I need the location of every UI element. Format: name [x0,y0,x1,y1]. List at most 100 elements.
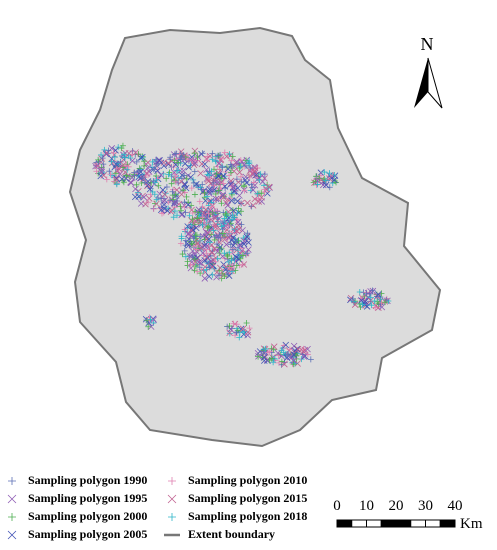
sampling-marker [331,172,338,179]
legend-symbol [168,513,176,521]
sampling-marker [187,173,195,181]
sampling-marker [322,181,330,189]
sampling-marker [184,201,192,208]
sampling-marker [249,202,257,209]
sampling-marker [358,297,365,304]
sampling-marker [378,303,386,311]
sampling-marker [254,190,261,197]
sampling-marker [321,169,328,176]
north-label: N [421,34,434,54]
sampling-marker [230,207,237,214]
sampling-marker [213,241,220,248]
sampling-marker [278,358,285,365]
sampling-marker [160,170,167,177]
sampling-marker [112,161,120,168]
sampling-marker [227,151,234,159]
sampling-marker [290,361,297,368]
sampling-marker [225,271,232,278]
sampling-marker [278,347,285,354]
sampling-marker [349,295,356,302]
sampling-marker [185,163,192,171]
sampling-marker [113,175,120,182]
sampling-marker [215,160,223,167]
sampling-marker [233,321,240,328]
sampling-marker [258,190,265,197]
sampling-marker [181,247,188,254]
sampling-marker [120,151,127,159]
sampling-marker [290,357,298,365]
sampling-marker [214,248,222,255]
sampling-marker [149,188,156,195]
sampling-marker [205,223,212,230]
sampling-marker [234,197,241,205]
sampling-marker [114,160,121,167]
sampling-marker [232,332,239,339]
sampling-marker [159,186,167,194]
sampling-marker [314,181,321,188]
scale-segment [351,519,367,528]
sampling-marker [268,355,275,362]
sampling-marker [363,290,370,297]
legend-label: Sampling polygon 2010 [188,473,307,487]
sampling-marker [184,223,191,230]
sampling-marker [240,237,248,245]
sampling-marker [259,178,266,185]
sampling-marker [228,157,235,164]
sampling-marker [331,176,338,184]
sampling-marker [128,174,136,181]
sampling-marker [110,178,117,185]
sampling-marker [194,239,201,247]
sampling-marker [226,323,233,330]
sampling-marker [255,353,262,360]
sampling-marker [214,152,221,159]
sampling-marker [228,183,235,190]
sampling-marker [367,294,374,301]
sampling-marker [226,222,233,229]
sampling-marker [359,301,366,308]
sampling-marker [203,193,210,200]
sampling-marker [156,157,163,164]
scale-unit: Km [460,516,483,532]
sampling-marker [198,186,205,193]
sampling-marker [208,248,216,256]
sampling-marker [213,171,220,178]
sampling-marker [190,161,198,169]
sampling-marker [189,216,196,223]
sampling-marker [326,170,333,177]
sampling-marker [178,153,185,160]
sampling-marker [177,178,185,185]
sampling-marker [188,217,195,224]
sampling-marker [213,197,220,204]
legend-symbol [7,494,17,504]
sampling-marker [191,168,198,175]
scale-segment [425,519,441,528]
sampling-marker [224,267,231,274]
sampling-marker [180,187,187,194]
sampling-marker [200,209,208,217]
sampling-marker [196,198,203,205]
sampling-marker [274,349,282,357]
sampling-marker [199,249,207,257]
sampling-marker [100,161,107,168]
sampling-marker [112,170,119,177]
sampling-marker [250,179,257,186]
sampling-marker [270,343,278,350]
sampling-marker [205,202,212,209]
sampling-marker [181,172,188,179]
sampling-marker [164,207,171,214]
sampling-marker [212,191,219,198]
sampling-marker [382,299,389,306]
sampling-marker [188,240,195,247]
sampling-marker [208,263,216,271]
sampling-marker [100,172,107,179]
sampling-marker [165,171,172,178]
sampling-marker [136,167,143,174]
legend-label: Sampling polygon 2015 [188,491,307,505]
sampling-marker [184,258,191,265]
sampling-marker [194,215,201,222]
sampling-marker [92,162,99,170]
legend-label: Sampling polygon 2018 [188,509,307,523]
sampling-marker [233,238,240,245]
north-arrow [414,58,428,108]
